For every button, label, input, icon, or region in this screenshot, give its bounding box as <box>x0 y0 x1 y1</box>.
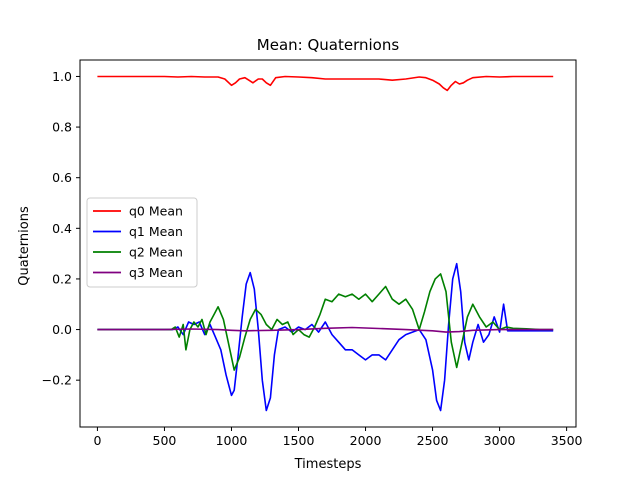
legend-entry: q3 Mean <box>129 265 183 280</box>
axes-frame <box>79 59 577 428</box>
y-tick-label: −0.2 <box>42 373 72 388</box>
x-tick-label: 3500 <box>551 433 583 448</box>
x-tick-label: 1500 <box>283 433 315 448</box>
y-tick-label: 1.0 <box>52 69 72 84</box>
x-tick-label: 500 <box>153 433 177 448</box>
y-tick-label: 0.8 <box>52 120 72 135</box>
x-tick-label: 2500 <box>417 433 449 448</box>
series-line-q1-mean <box>97 262 554 412</box>
x-tick-label: 0 <box>93 433 101 448</box>
x-tick-label: 3000 <box>484 433 516 448</box>
x-axis-label: Timesteps <box>294 457 362 472</box>
series-line-q0-mean <box>97 75 554 92</box>
y-tick-label: 0.4 <box>52 221 72 236</box>
y-axis: −0.2 0.0 0.2 0.4 0.6 0.8 1.0 <box>42 69 80 388</box>
y-tick-label: 0.6 <box>52 170 72 185</box>
x-tick-label: 1000 <box>216 433 248 448</box>
plot-area <box>97 75 554 412</box>
chart-title: Mean: Quaternions <box>257 36 400 54</box>
legend-entry: q1 Mean <box>129 224 183 239</box>
x-tick-label: 2000 <box>350 433 382 448</box>
legend-box <box>86 197 198 288</box>
legend-entry: q2 Mean <box>129 245 183 260</box>
series-line-q3-mean <box>97 326 554 333</box>
legend: q0 Mean q1 Mean q2 Mean q3 Mean <box>86 197 198 288</box>
y-tick-label: 0.0 <box>52 322 72 337</box>
series-line-q2-mean <box>97 273 554 371</box>
legend-entry: q0 Mean <box>129 204 183 219</box>
x-axis: 0 500 1000 1500 2000 2500 3000 3500 <box>93 427 583 448</box>
y-axis-label: Quaternions <box>17 206 32 286</box>
y-tick-label: 0.2 <box>52 271 72 286</box>
